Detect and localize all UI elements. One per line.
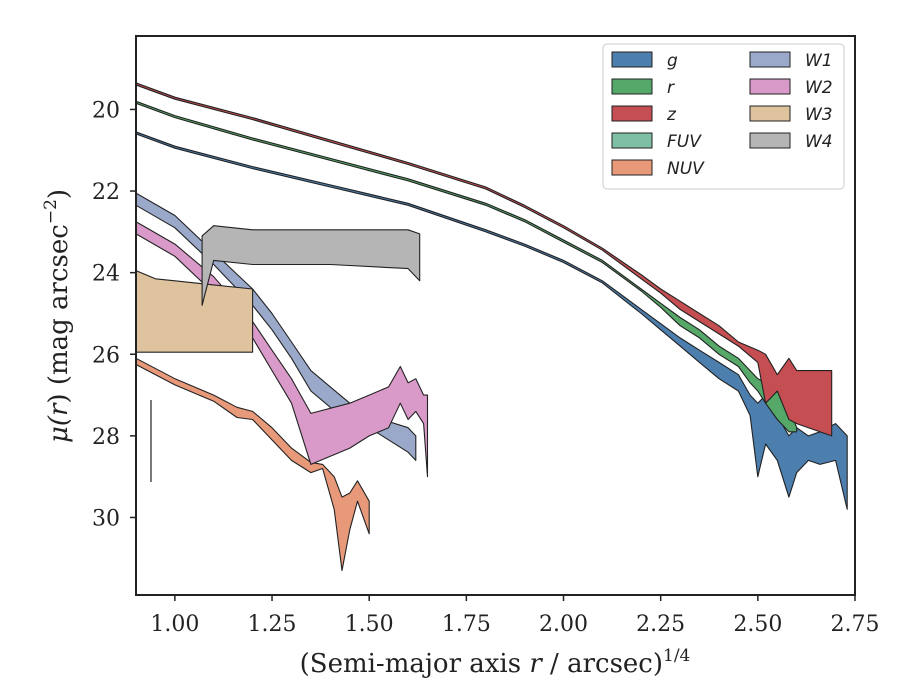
legend-label: z bbox=[666, 105, 677, 125]
legend-swatch bbox=[611, 105, 653, 122]
y-tick-label: 26 bbox=[92, 343, 120, 368]
legend-swatch bbox=[611, 51, 653, 68]
y-tick-label: 22 bbox=[92, 180, 120, 205]
x-axis-ticks: 1.00 1.25 1.50 1.75 2.00 2.25 2.50 2.75 bbox=[150, 595, 879, 637]
legend-swatch bbox=[611, 159, 653, 176]
x-axis-title: (Semi-major axis r / arcsec)1/4 bbox=[300, 646, 691, 679]
legend-item-r: r bbox=[611, 78, 675, 98]
series-band-r bbox=[136, 100, 798, 433]
x-tick-label: 2.50 bbox=[733, 612, 782, 637]
series-band-z bbox=[136, 82, 833, 437]
x-tick-label: 1.25 bbox=[248, 612, 297, 637]
legend-item-w3: W3 bbox=[749, 105, 833, 125]
legend-item-nuv: NUV bbox=[611, 159, 705, 179]
legend-label: W4 bbox=[805, 132, 833, 152]
legend-swatch bbox=[749, 51, 791, 68]
legend-label: W2 bbox=[805, 78, 833, 98]
legend-swatch bbox=[749, 132, 791, 149]
y-axis-title: μ(r) (mag arcsec−2) bbox=[41, 189, 74, 443]
y-tick-label: 24 bbox=[92, 262, 120, 287]
legend-item-fuv: FUV bbox=[611, 132, 702, 152]
legend-label: NUV bbox=[667, 159, 705, 179]
series-layer bbox=[136, 82, 848, 572]
legend-label: g bbox=[667, 51, 678, 71]
x-tick-label: 1.75 bbox=[442, 612, 491, 637]
x-tick-label: 1.00 bbox=[150, 612, 199, 637]
legend-swatch bbox=[611, 132, 653, 149]
legend-label: W1 bbox=[805, 51, 833, 71]
legend-item-g: g bbox=[611, 51, 678, 71]
series-band-g bbox=[136, 131, 848, 510]
legend-label: FUV bbox=[667, 132, 702, 152]
legend-swatch bbox=[611, 78, 653, 95]
series-band-nuv bbox=[136, 357, 370, 572]
y-tick-label: 28 bbox=[92, 425, 120, 450]
series-band-w4 bbox=[201, 225, 421, 306]
y-tick-label: 20 bbox=[92, 98, 120, 123]
legend-label: r bbox=[667, 78, 675, 98]
legend-item-w2: W2 bbox=[749, 78, 833, 98]
legend-item-w1: W1 bbox=[749, 51, 833, 71]
y-tick-label: 30 bbox=[92, 506, 120, 531]
legend-item-w4: W4 bbox=[749, 132, 833, 152]
legend-swatch bbox=[749, 78, 791, 95]
legend-swatch bbox=[749, 105, 791, 122]
y-axis-ticks: 20 22 24 26 28 30 bbox=[92, 98, 136, 531]
legend-label: W3 bbox=[805, 105, 833, 125]
legend-items: grz FUV NUV W1 W2 W3 W4 bbox=[611, 51, 833, 179]
plot-frame bbox=[135, 35, 856, 596]
series-band-w3 bbox=[136, 270, 254, 353]
x-tick-label: 2.75 bbox=[831, 612, 880, 637]
x-tick-label: 2.00 bbox=[539, 612, 588, 637]
x-tick-label: 1.50 bbox=[345, 612, 394, 637]
legend-item-z: z bbox=[611, 105, 677, 125]
x-tick-label: 2.25 bbox=[636, 612, 685, 637]
legend: grz FUV NUV W1 W2 W3 W4 bbox=[602, 43, 845, 190]
